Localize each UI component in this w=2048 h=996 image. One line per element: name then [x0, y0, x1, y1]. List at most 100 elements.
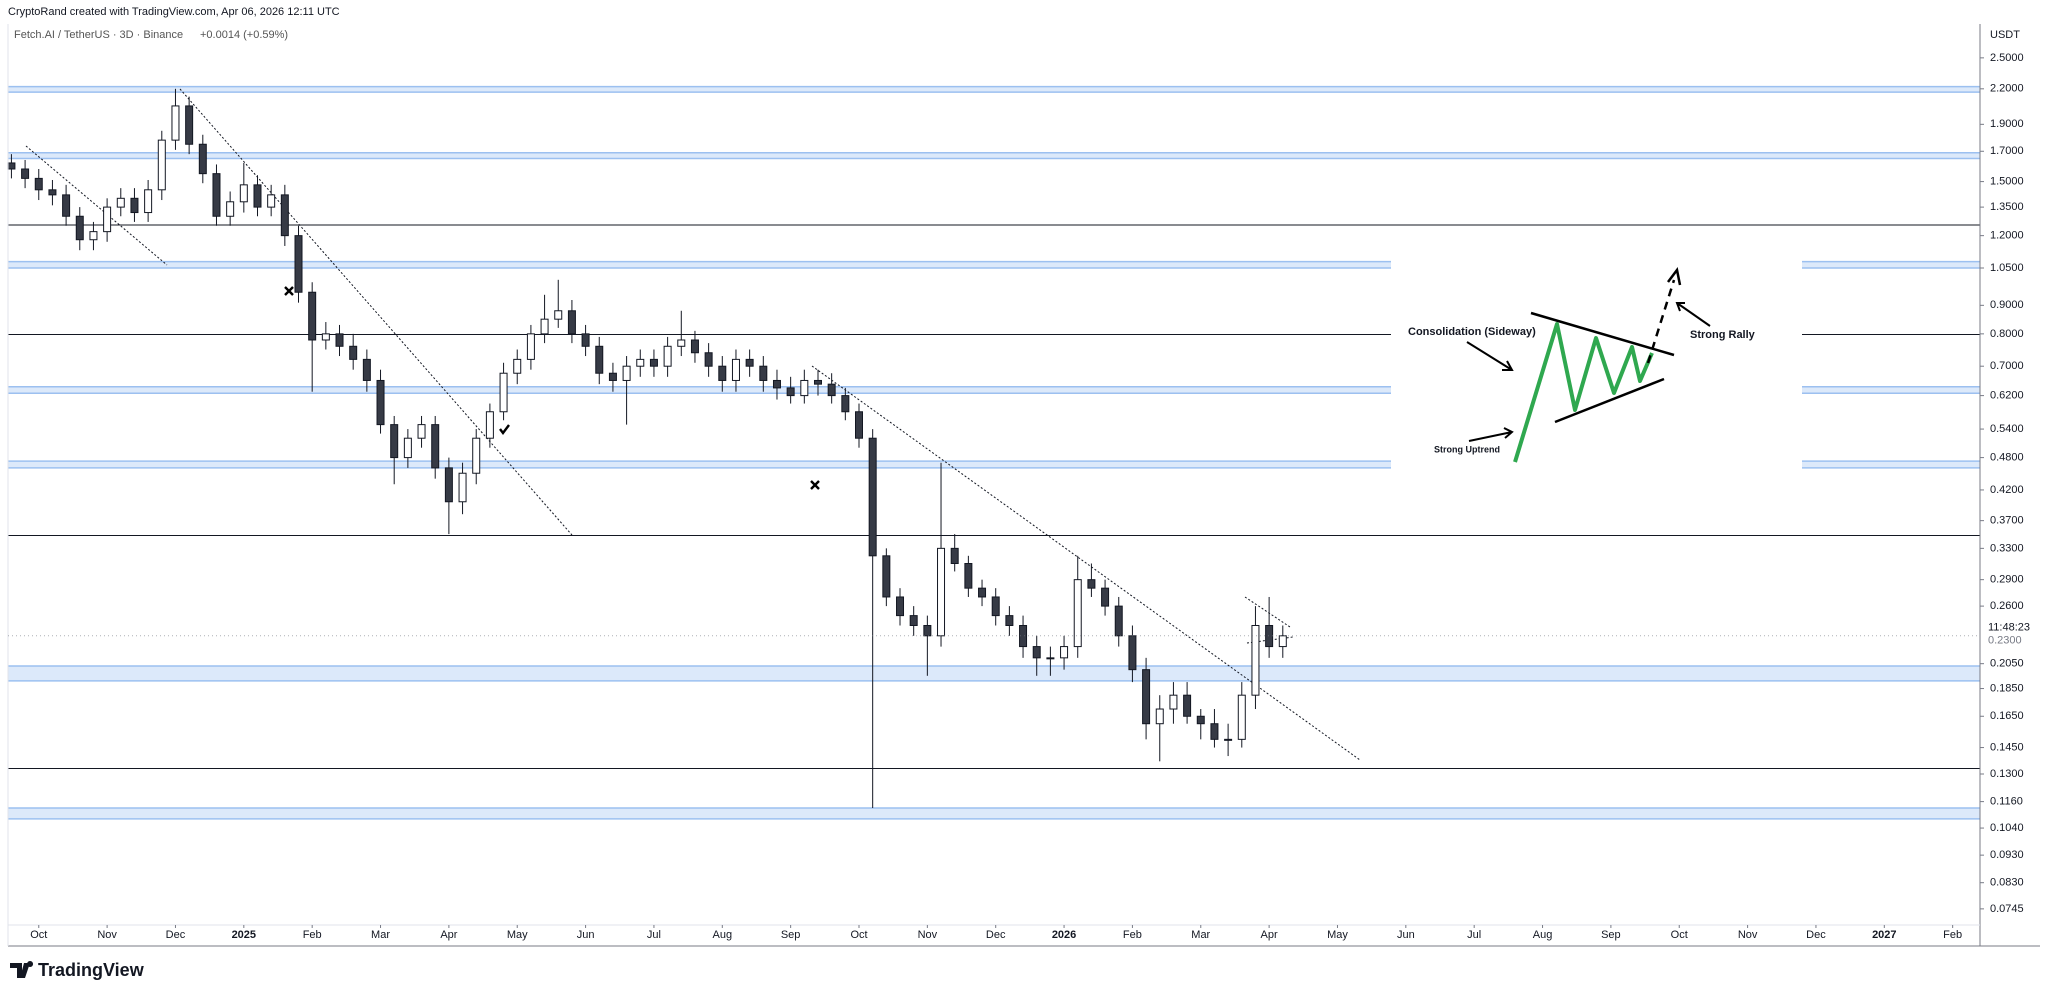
y-tick-label: 0.0745: [1990, 903, 2024, 915]
arrow-head: [1667, 267, 1682, 286]
x-tick-label: Oct: [30, 929, 47, 941]
x-tick-label: Dec: [166, 929, 186, 941]
y-tick-label: 0.1300: [1990, 768, 2024, 780]
zone: [8, 666, 1980, 681]
candle-body: [1128, 635, 1137, 671]
candle-body: [390, 424, 399, 459]
candle-body: [896, 596, 905, 617]
pattern-drawing: [1466, 267, 1711, 463]
y-tick-label: 2.2000: [1990, 83, 2024, 95]
credit: CryptoRand created with TradingView.com,…: [8, 6, 340, 18]
price-change: +0.0014 (+0.59%): [200, 29, 288, 41]
candle-body: [403, 437, 412, 459]
candle-body: [1169, 694, 1178, 710]
pattern-line: [1554, 377, 1665, 424]
x-tick-label: Apr: [440, 929, 457, 941]
candle-body: [130, 197, 139, 214]
candle-body: [786, 387, 795, 397]
candle-body: [923, 624, 932, 637]
candle-body: [704, 352, 713, 367]
y-tick-label: 1.3500: [1990, 201, 2024, 213]
candle-body: [745, 358, 754, 367]
candle-body: [1142, 669, 1151, 725]
candle-body: [1032, 646, 1041, 659]
x-tick-label: Jun: [577, 929, 595, 941]
candle-body: [909, 615, 918, 626]
candle-body: [759, 365, 768, 381]
candle-body: [622, 365, 631, 381]
logo-text: TradingView: [38, 960, 145, 980]
x-tick-label: Oct: [850, 929, 867, 941]
zone: [8, 386, 1391, 394]
zone: [8, 461, 1391, 468]
candle-body: [1265, 624, 1274, 648]
candle-body: [882, 555, 891, 598]
candle-body: [185, 105, 194, 145]
candle-body: [7, 162, 16, 170]
candle-body: [595, 345, 604, 374]
currency: USDT: [1990, 29, 2020, 41]
check-marker: [499, 424, 510, 435]
candle-body: [1155, 708, 1164, 725]
logo-icon: [10, 961, 34, 978]
y-tick-label: 1.9000: [1990, 118, 2024, 130]
y-tick-label: 0.9000: [1990, 299, 2024, 311]
y-tick-label: 0.0930: [1990, 849, 2024, 861]
candle-body: [499, 372, 508, 413]
rally-arrow: [1646, 279, 1676, 364]
y-tick-label: 0.6200: [1990, 390, 2024, 402]
y-tick-label: 1.2000: [1990, 230, 2024, 242]
candle-body: [1087, 579, 1096, 589]
candle-body: [472, 437, 481, 474]
zone: [1802, 461, 1980, 468]
zone: [1802, 261, 1980, 268]
y-tick-label: 0.4200: [1990, 484, 2024, 496]
candle-body: [772, 379, 781, 389]
x-tick-label: Feb: [303, 929, 322, 941]
candle-body: [458, 472, 467, 503]
y-tick-label: 0.7000: [1990, 360, 2024, 372]
candle-body: [813, 379, 822, 385]
candle-body: [75, 215, 84, 241]
candle-body: [800, 379, 809, 397]
x-tick-label: Jul: [1467, 929, 1481, 941]
candle-body: [663, 345, 672, 367]
candle-body: [513, 358, 522, 374]
candle-body: [431, 424, 440, 469]
x-axis: Oct Nov Dec 2025 Feb Mar Apr May Jun Jul Aug Sep Oct…: [30, 925, 1962, 941]
arrow: [1675, 302, 1711, 327]
candle-body: [308, 291, 317, 341]
y-tick-label: 0.1650: [1990, 710, 2024, 722]
candle-body: [34, 177, 43, 191]
candle-body: [212, 173, 221, 217]
candle-body: [103, 206, 112, 233]
candle-body: [991, 596, 1000, 617]
candle-body: [608, 372, 617, 381]
annotation: Strong Rally: [1690, 329, 1756, 341]
y-tick-label: 0.1850: [1990, 682, 2024, 694]
x-tick-label: May: [507, 929, 528, 941]
candle-body: [567, 310, 576, 335]
x-tick-label: 2027: [1872, 929, 1896, 941]
y-axis: 2.5000 2.2000 1.9000 1.7000 1.5000 1.3500 1.20…: [8, 52, 2030, 915]
candle-body: [1114, 605, 1123, 637]
candle-body: [950, 547, 959, 565]
x-tick-label: Feb: [1943, 929, 1962, 941]
candle-body: [267, 194, 276, 208]
candle-body: [841, 395, 850, 413]
x-tick-label: Sep: [1601, 929, 1621, 941]
y-tick-label: 0.3700: [1990, 515, 2024, 527]
candle-body: [157, 139, 166, 191]
candle-body: [690, 339, 699, 354]
y-tick-label: 0.2600: [1990, 600, 2024, 612]
annotation: Strong Uptrend: [1434, 444, 1500, 454]
candle-body: [294, 235, 303, 293]
levels: [8, 224, 1980, 769]
y-tick-label: 2.5000: [1990, 52, 2024, 64]
x-tick-label: Nov: [1738, 929, 1758, 941]
candle-body: [21, 168, 30, 179]
x-tick-label: May: [1327, 929, 1348, 941]
x-tick-label: Nov: [918, 929, 938, 941]
